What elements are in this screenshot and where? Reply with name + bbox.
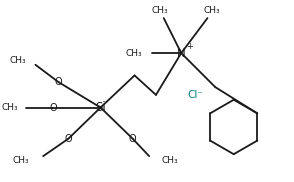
Text: +: + xyxy=(187,42,193,51)
Text: O: O xyxy=(65,134,72,144)
Text: Cl⁻: Cl⁻ xyxy=(187,90,203,100)
Text: CH₃: CH₃ xyxy=(9,56,26,65)
Text: CH₃: CH₃ xyxy=(13,156,30,165)
Text: CH₃: CH₃ xyxy=(151,6,168,15)
Text: Si: Si xyxy=(95,101,106,114)
Text: CH₃: CH₃ xyxy=(162,156,178,165)
Text: CH₃: CH₃ xyxy=(1,103,18,112)
Text: O: O xyxy=(129,134,136,144)
Text: CH₃: CH₃ xyxy=(126,49,142,58)
Text: CH₃: CH₃ xyxy=(203,6,220,15)
Text: O: O xyxy=(49,102,57,112)
Text: O: O xyxy=(55,77,63,87)
Text: N: N xyxy=(177,47,186,60)
